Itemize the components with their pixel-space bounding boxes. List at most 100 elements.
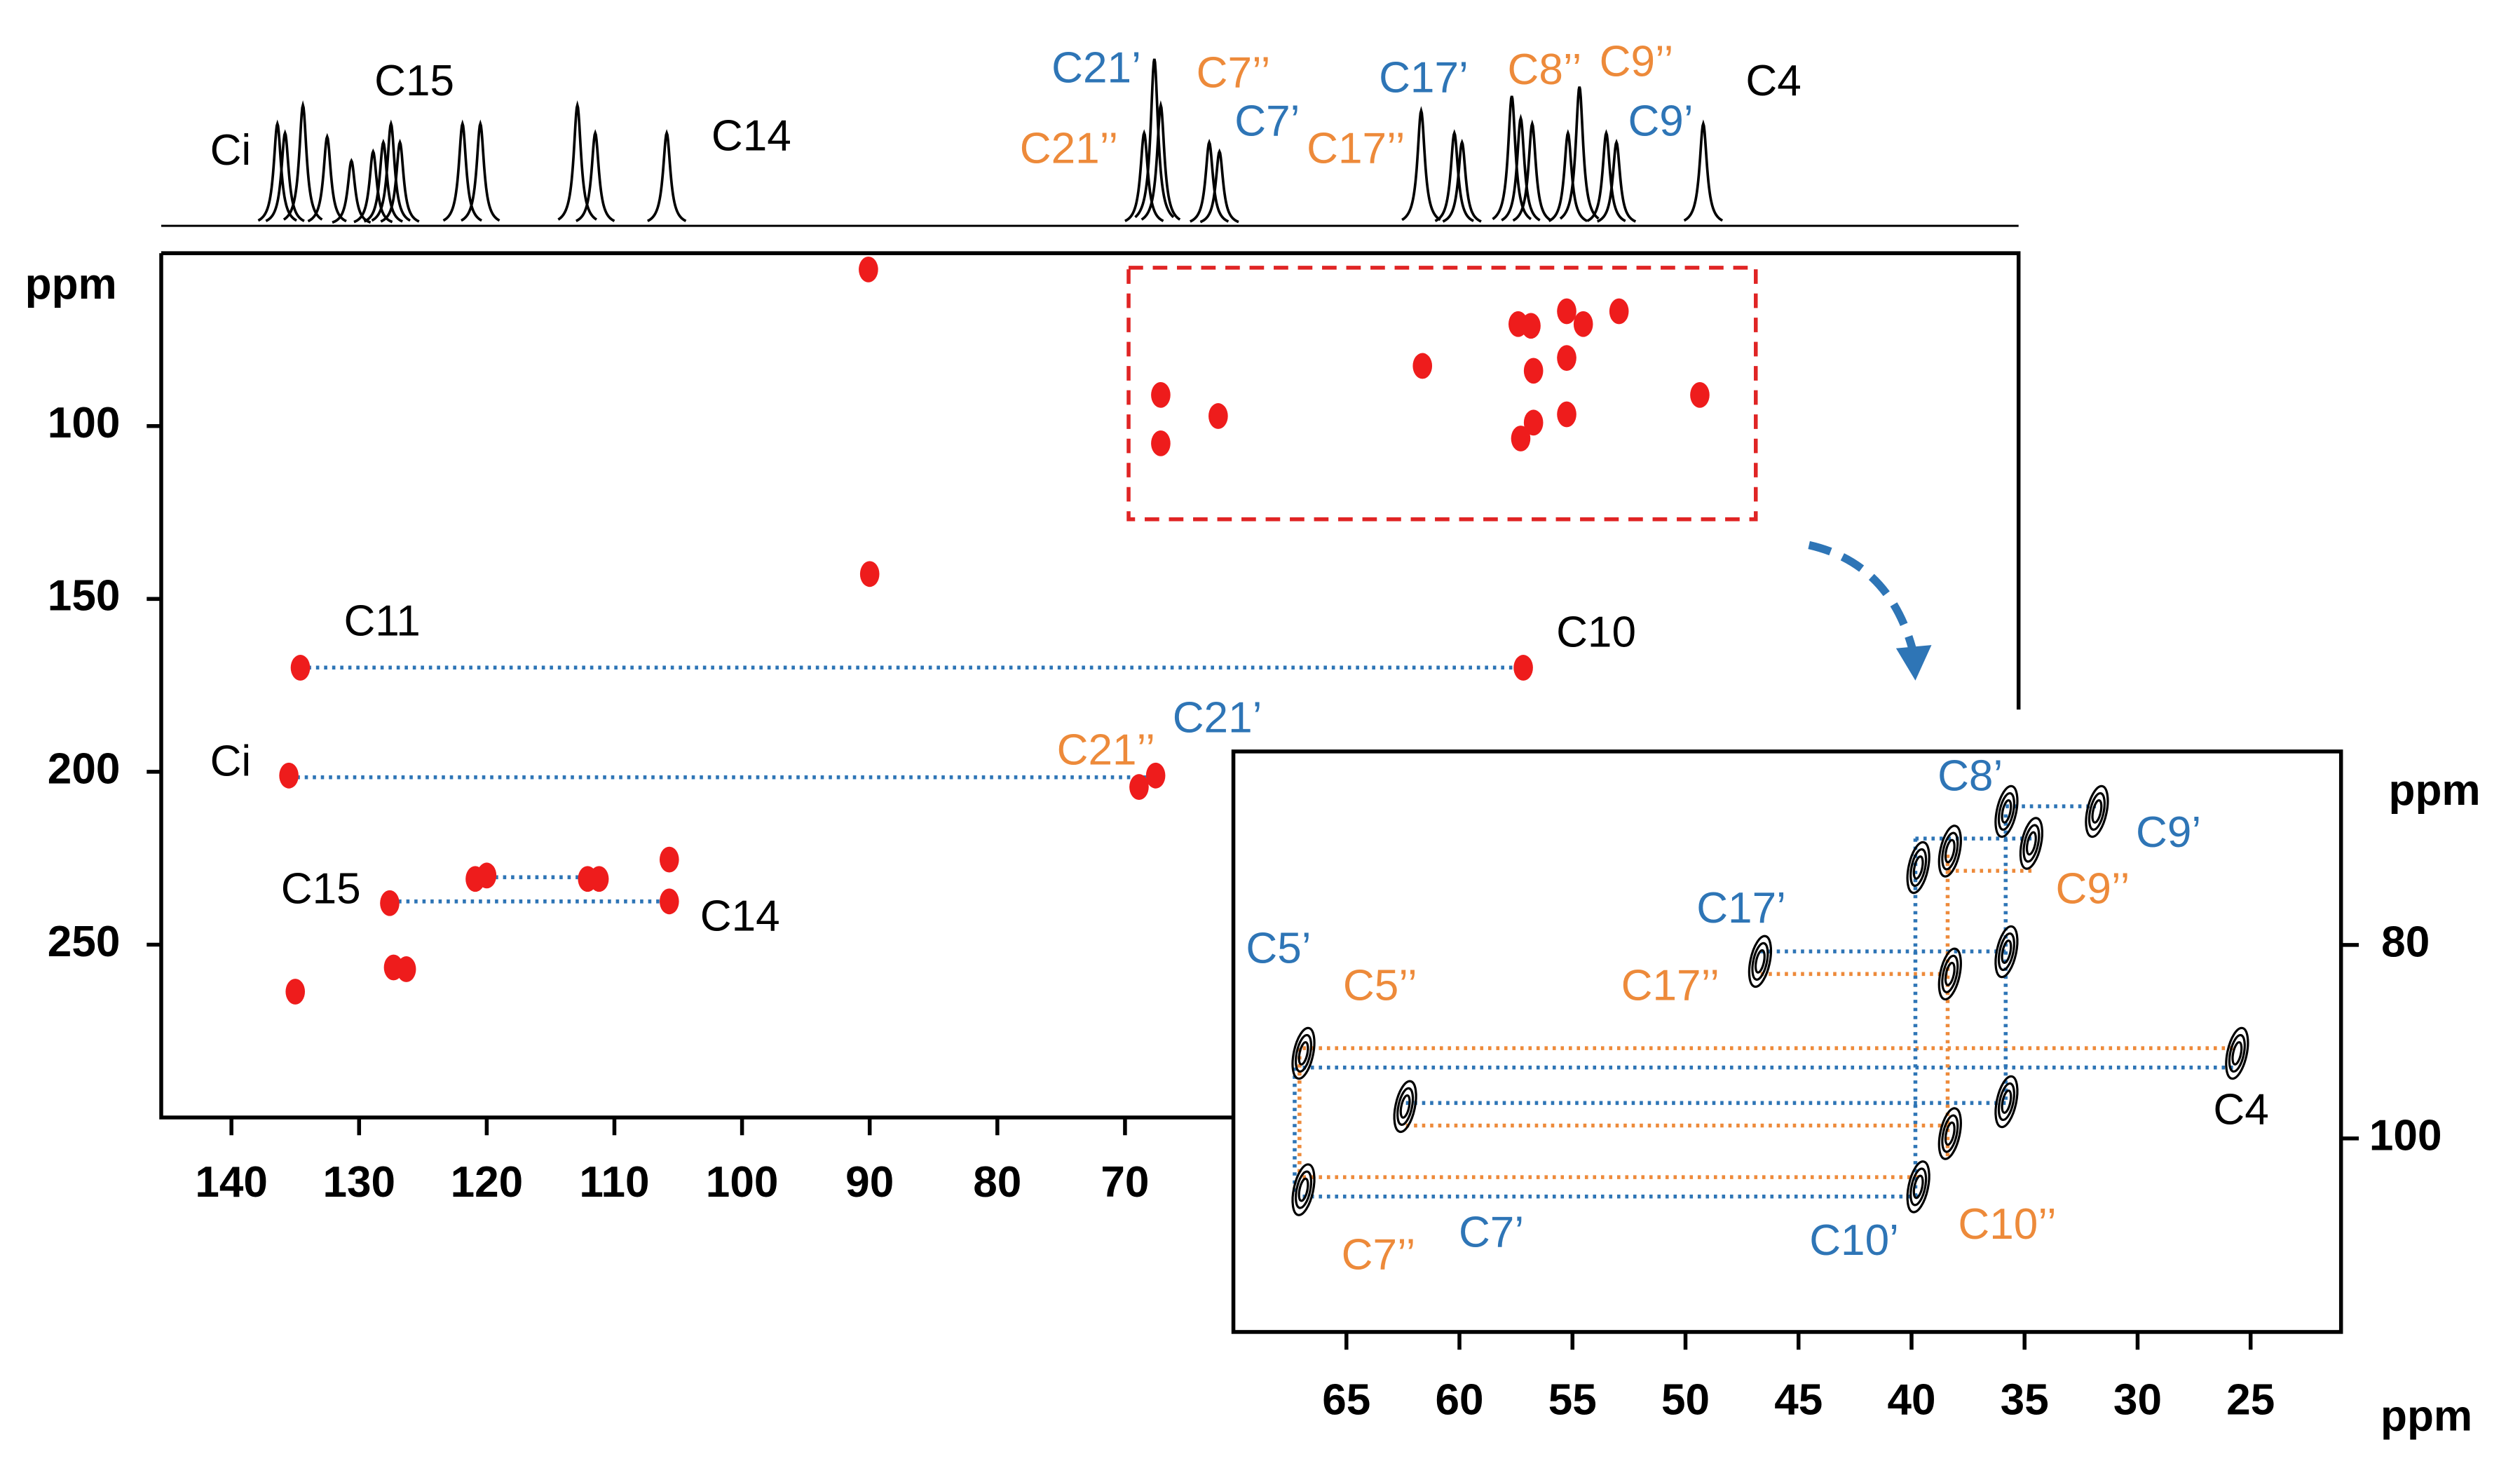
spectrum-peak [332, 158, 372, 224]
peak-label: C14 [711, 111, 791, 160]
peak-label: C4 [1745, 57, 1801, 105]
cross-peak [1609, 298, 1629, 325]
spectrum-peak [575, 129, 615, 222]
contour-ring [1994, 784, 2019, 838]
contour-ring [2001, 1089, 2012, 1114]
contour-peak [2225, 1026, 2249, 1080]
x-tick-label: 90 [845, 1158, 894, 1207]
y-tick-label: 200 [48, 745, 121, 793]
peak-label: C10 [1556, 609, 1636, 657]
inset-frame [1231, 749, 2343, 1334]
contour-ring [1997, 932, 2015, 972]
contour-ring [1944, 838, 1956, 864]
contour-ring [1298, 1041, 1309, 1066]
contour-ring [1909, 848, 1928, 888]
inset-y-axis-label: ppm [2389, 766, 2481, 815]
spectrum-peak [1401, 106, 1441, 222]
peak-label: C17’ [1696, 884, 1786, 932]
cross-peak [1521, 313, 1541, 339]
peak-label: C21’ [1051, 44, 1141, 93]
peak-label: C9’ [2136, 808, 2201, 857]
x-tick-label: 60 [1435, 1376, 1483, 1425]
y-tick-label: 150 [48, 572, 121, 620]
contour-ring [2001, 939, 2012, 964]
peak-label: C7’’ [1197, 49, 1271, 97]
spectrum-peak [1442, 138, 1482, 223]
x-tick-label: 130 [322, 1158, 395, 1207]
contour-ring [1748, 935, 1773, 988]
cross-peak [1523, 358, 1544, 384]
spectrum-peak [442, 119, 482, 222]
peak-label: C15 [281, 864, 361, 913]
x-tick-label: 55 [1548, 1376, 1597, 1425]
peak-label: C15 [374, 57, 454, 105]
contour-ring [2091, 799, 2103, 824]
contour-ring [1909, 1167, 1928, 1207]
cross-peak [1151, 430, 1171, 456]
spectrum-peak [461, 119, 500, 222]
contour-ring [1937, 824, 1962, 878]
spectrum-peak [1548, 129, 1588, 222]
contour-ring [1937, 1107, 1962, 1160]
cross-peak [380, 890, 400, 916]
x-tick-label: 50 [1661, 1376, 1710, 1425]
contour-ring [1906, 841, 1930, 895]
spectrum-peak [557, 100, 598, 221]
spectrum-peak [1492, 95, 1532, 221]
contour-peak [1291, 1163, 1316, 1216]
contour-ring [1298, 1177, 1309, 1202]
cross-peak [1129, 774, 1149, 800]
contour-ring [2085, 784, 2109, 838]
y-tick-label: 100 [2369, 1111, 2442, 1160]
cross-peak [285, 979, 306, 1005]
spectrum-peak [1124, 129, 1164, 222]
x-tick-label: 45 [1774, 1376, 1823, 1425]
spectrum-peak [265, 129, 305, 222]
cross-peak [1513, 655, 1533, 681]
peak-label: C10’ [1809, 1216, 1899, 1265]
contour-ring [1937, 947, 1962, 1001]
contour-ring [1291, 1163, 1316, 1216]
x-tick-label: 80 [973, 1158, 1021, 1207]
contour-ring [2228, 1033, 2246, 1073]
contour-peak [1748, 935, 1773, 988]
cross-peak [1557, 345, 1576, 372]
contour-ring [2001, 799, 2012, 824]
contour-ring [1994, 925, 2019, 979]
y-tick-label: 250 [48, 918, 121, 966]
contour-ring [1751, 942, 1769, 981]
contour-peak [1291, 1026, 1316, 1080]
contour-peak [1937, 1107, 1962, 1160]
contour-ring [1906, 1160, 1930, 1214]
cross-peak [1208, 403, 1228, 429]
contour-peak [1994, 784, 2019, 838]
main-plot: ppm Ci C15 C14 C21’ C21’’ C7’’C7’ C17’ C17’’ C8’… [25, 37, 2021, 1207]
peak-label: C5’ [1246, 925, 1311, 973]
contour-ring [1754, 949, 1766, 974]
peak-label: C7’’ [1342, 1231, 1416, 1279]
contour-ring [1944, 961, 1956, 986]
main-links [288, 665, 1524, 904]
peak-label: C8’’ [1508, 46, 1582, 94]
contour-ring [1941, 831, 1959, 871]
spectrum-peak [1134, 58, 1175, 219]
peak-label: Ci [210, 126, 252, 175]
contour-ring [2087, 791, 2106, 831]
cross-peak [396, 956, 416, 982]
zoom-box [1126, 266, 1758, 522]
spectrum-peak [363, 138, 403, 223]
peak-label: C21’’ [1020, 125, 1118, 173]
spectrum-peak [647, 129, 687, 222]
peak-label: C11 [343, 597, 420, 646]
cross-peak [1573, 311, 1593, 337]
peak-label: C4 [2213, 1086, 2268, 1134]
y-tick-label: 80 [2381, 918, 2430, 966]
spectrum-peak [1512, 119, 1553, 222]
inset-x-axis-label: ppm [2381, 1392, 2472, 1441]
contour-ring [1941, 954, 1959, 993]
contour-ring [1912, 855, 1924, 880]
x-tick-label: 100 [706, 1158, 779, 1207]
contour-peak [1937, 824, 1962, 878]
